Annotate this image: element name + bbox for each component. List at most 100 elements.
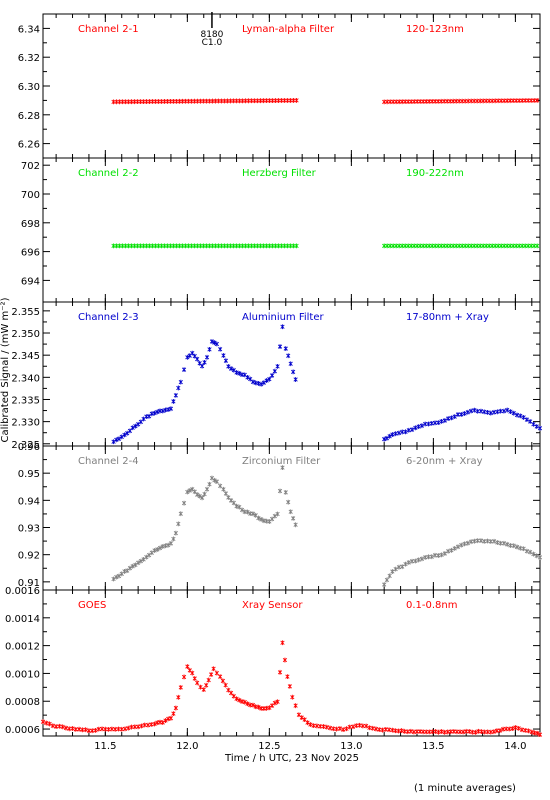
data-point xyxy=(314,723,320,729)
data-point xyxy=(535,98,540,103)
data-point xyxy=(429,420,434,426)
panel-label-right: 6-20nm + Xray xyxy=(406,456,483,467)
data-point xyxy=(514,412,520,418)
data-point xyxy=(168,540,174,546)
data-point xyxy=(432,420,438,426)
data-point xyxy=(311,723,316,728)
data-point xyxy=(387,433,392,439)
data-point xyxy=(280,324,285,330)
data-point xyxy=(267,376,272,382)
data-point xyxy=(473,729,478,735)
data-point xyxy=(197,493,202,499)
data-point xyxy=(199,495,205,501)
data-point xyxy=(204,354,210,360)
panel-label-left: Channel 2-3 xyxy=(78,312,139,323)
data-point xyxy=(396,430,402,436)
data-point xyxy=(122,432,127,438)
data-point xyxy=(272,513,277,519)
data-point xyxy=(528,419,533,424)
data-point xyxy=(212,340,217,346)
data-point xyxy=(526,728,531,734)
data-point xyxy=(488,539,493,544)
data-point xyxy=(472,538,477,544)
data-point xyxy=(185,489,190,495)
data-point xyxy=(436,420,441,426)
data-point xyxy=(521,415,526,420)
data-point xyxy=(130,425,135,431)
data-point xyxy=(505,541,510,547)
data-point xyxy=(285,674,290,679)
data-point xyxy=(226,364,231,369)
data-point xyxy=(446,416,451,421)
data-point xyxy=(308,722,313,727)
data-point xyxy=(166,542,171,548)
panel-5: 0.0006 0.0008 0.0010 0.0012 0.0014 0.0016 GOES… xyxy=(5,586,543,738)
data-point xyxy=(181,500,187,506)
data-point xyxy=(508,409,513,415)
y-tick-label: 694 xyxy=(21,276,40,287)
data-point xyxy=(475,408,480,414)
data-point xyxy=(419,423,425,429)
data-point xyxy=(446,548,451,554)
data-point xyxy=(370,725,375,731)
y-tick-label: 6.26 xyxy=(18,140,40,151)
data-point xyxy=(510,726,515,731)
y-tick-label: 0.0014 xyxy=(5,614,40,625)
data-point xyxy=(465,409,470,415)
data-point xyxy=(178,685,183,690)
data-point xyxy=(439,418,444,424)
data-point xyxy=(204,682,209,688)
data-point xyxy=(178,511,183,517)
data-point xyxy=(155,547,160,552)
panel-frame xyxy=(42,13,541,159)
data-point xyxy=(264,378,269,383)
data-point xyxy=(176,521,181,527)
data-point xyxy=(482,538,487,544)
data-point xyxy=(537,732,543,738)
data-point xyxy=(423,421,428,427)
y-tick-label: 698 xyxy=(21,219,40,230)
data-point xyxy=(283,489,288,495)
data-point xyxy=(228,366,234,371)
data-point xyxy=(160,720,165,725)
data-point xyxy=(459,412,464,417)
data-point xyxy=(185,664,190,669)
data-point xyxy=(171,399,176,404)
data-point xyxy=(176,385,181,391)
data-point xyxy=(454,729,460,735)
data-point xyxy=(202,491,207,497)
data-point xyxy=(116,436,122,442)
data-point xyxy=(220,678,226,684)
data-point xyxy=(467,729,472,734)
data-point xyxy=(231,500,236,506)
data-point xyxy=(201,687,206,692)
y-tick-label: 0.0012 xyxy=(5,642,40,653)
data-point xyxy=(275,363,280,369)
data-point xyxy=(286,499,291,505)
data-point xyxy=(204,486,210,492)
y-tick-label: 0.0010 xyxy=(5,669,40,680)
data-point xyxy=(424,729,429,735)
data-point xyxy=(259,516,264,522)
data-point xyxy=(439,729,444,734)
x-tick-label: 11.5 xyxy=(94,741,116,752)
data-point xyxy=(528,549,533,555)
data-point xyxy=(173,393,178,398)
data-point xyxy=(239,507,245,513)
data-point xyxy=(136,560,141,566)
data-point xyxy=(505,407,510,413)
data-point xyxy=(495,540,500,545)
data-point xyxy=(293,522,298,528)
data-point xyxy=(259,381,264,387)
y-axis-label: Calibrated Signal / (mW m⁻²) xyxy=(0,297,11,442)
data-point xyxy=(485,538,490,544)
data-point xyxy=(377,727,382,733)
data-point xyxy=(277,669,283,675)
x-tick-label: 12.5 xyxy=(258,741,280,752)
panel-label-right: 120-123nm xyxy=(406,24,464,35)
data-point xyxy=(272,368,277,374)
event-marker-class: C1.0 xyxy=(202,38,223,48)
data-point xyxy=(478,408,484,414)
data-point xyxy=(387,573,392,579)
data-point xyxy=(524,548,529,554)
